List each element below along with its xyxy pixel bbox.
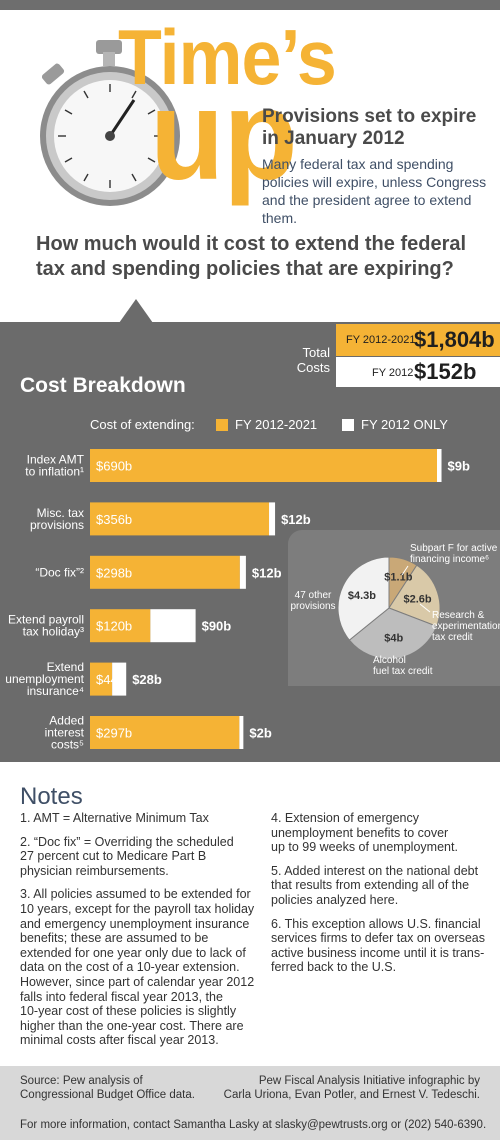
legend-label-fy2012-only: FY 2012 ONLY [361, 417, 448, 432]
note-line: 27 percent cut to Medicare Part B [20, 849, 207, 864]
contact-line: For more information, contact Samantha L… [20, 1119, 487, 1131]
totals-label: Total Costs [296, 345, 330, 375]
title-times: Time’s [118, 13, 337, 101]
note-line: data on the cost of a 10-year extension. [20, 960, 240, 975]
top-bar [0, 0, 500, 10]
note-line: extended for one year only due to lack o… [20, 945, 246, 960]
source-line-1: Source: Pew analysis of [20, 1075, 143, 1087]
total-fy1-label: FY 2012-2021 [346, 334, 416, 346]
note-line: that results from extending all of the [271, 878, 470, 893]
note-line: higher than the one-year cost. There are [20, 1018, 244, 1033]
note-line: 10-year cost of these policies is slight… [20, 1004, 237, 1019]
note-line: benefits; these are assumed to be [20, 931, 209, 946]
credit-line-1: Pew Fiscal Analysis Initiative infograph… [258, 1075, 480, 1087]
note-line: However, since part of calendar year 201… [20, 975, 255, 989]
total-fy2-value: $152b [414, 359, 477, 384]
note-line: falls into federal fiscal year 2013, the [20, 989, 223, 1004]
legend-swatch-fy2012-only [342, 419, 354, 431]
credit-line-2: Carla Uriona, Evan Potler, and Ernest V.… [223, 1089, 480, 1101]
note-line: and emergency unemployment insurance [20, 916, 250, 931]
note-line: up to 99 weeks of unemployment. [271, 840, 458, 855]
note-line: 6. This exception allows U.S. financial [271, 916, 481, 931]
note-line: 3. All policies assumed to be extended f… [20, 887, 251, 902]
note-line: unemployment benefits to cover [271, 825, 449, 840]
legend-label-fy2012-2021: FY 2012-2021 [235, 417, 318, 432]
chart-title: Cost Breakdown [20, 374, 186, 397]
note-line: 4. Extension of emergency [271, 811, 419, 825]
title-up: up [150, 64, 298, 207]
footer [0, 1066, 500, 1140]
panel-notch [119, 299, 153, 323]
note-line: 5. Added interest on the national debt [271, 863, 479, 878]
note-line: 2. “Doc fix” = Overriding the scheduled [20, 834, 234, 849]
note-line: 10 years, except for the payroll tax hol… [20, 902, 255, 916]
note-line: minimal costs after fiscal year 2013. [20, 1033, 219, 1048]
question-heading: How much would it cost to extend the fed… [36, 233, 467, 280]
total-fy2012-box: FY 2012 $152b [336, 357, 500, 387]
note-line: policies analyzed here. [271, 893, 399, 907]
note-line: active business income until it is trans… [271, 945, 485, 960]
subtitle: Provisions set to expire in January 2012 [262, 106, 477, 149]
note-line: physician reimbursements. [20, 863, 169, 878]
intro-text: Many federal tax and spending policies w… [262, 156, 487, 226]
legend-title: Cost of extending: [90, 417, 195, 432]
note-line: 1. AMT = Alternative Minimum Tax [20, 811, 209, 825]
source-line-2: Congressional Budget Office data. [20, 1089, 195, 1101]
note-line: services firms to defer tax on overseas [271, 931, 485, 946]
pie-panel [288, 530, 500, 686]
legend-swatch-fy2012-2021 [216, 419, 228, 431]
notes-title: Notes [20, 783, 83, 810]
total-fy2012-2021-box: FY 2012-2021 $1,804b [336, 324, 500, 356]
note-line: ferred back to the U.S. [271, 960, 397, 975]
total-fy1-value: $1,804b [414, 327, 495, 352]
stopwatch-icon [40, 40, 180, 206]
total-fy2-label: FY 2012 [372, 367, 414, 379]
